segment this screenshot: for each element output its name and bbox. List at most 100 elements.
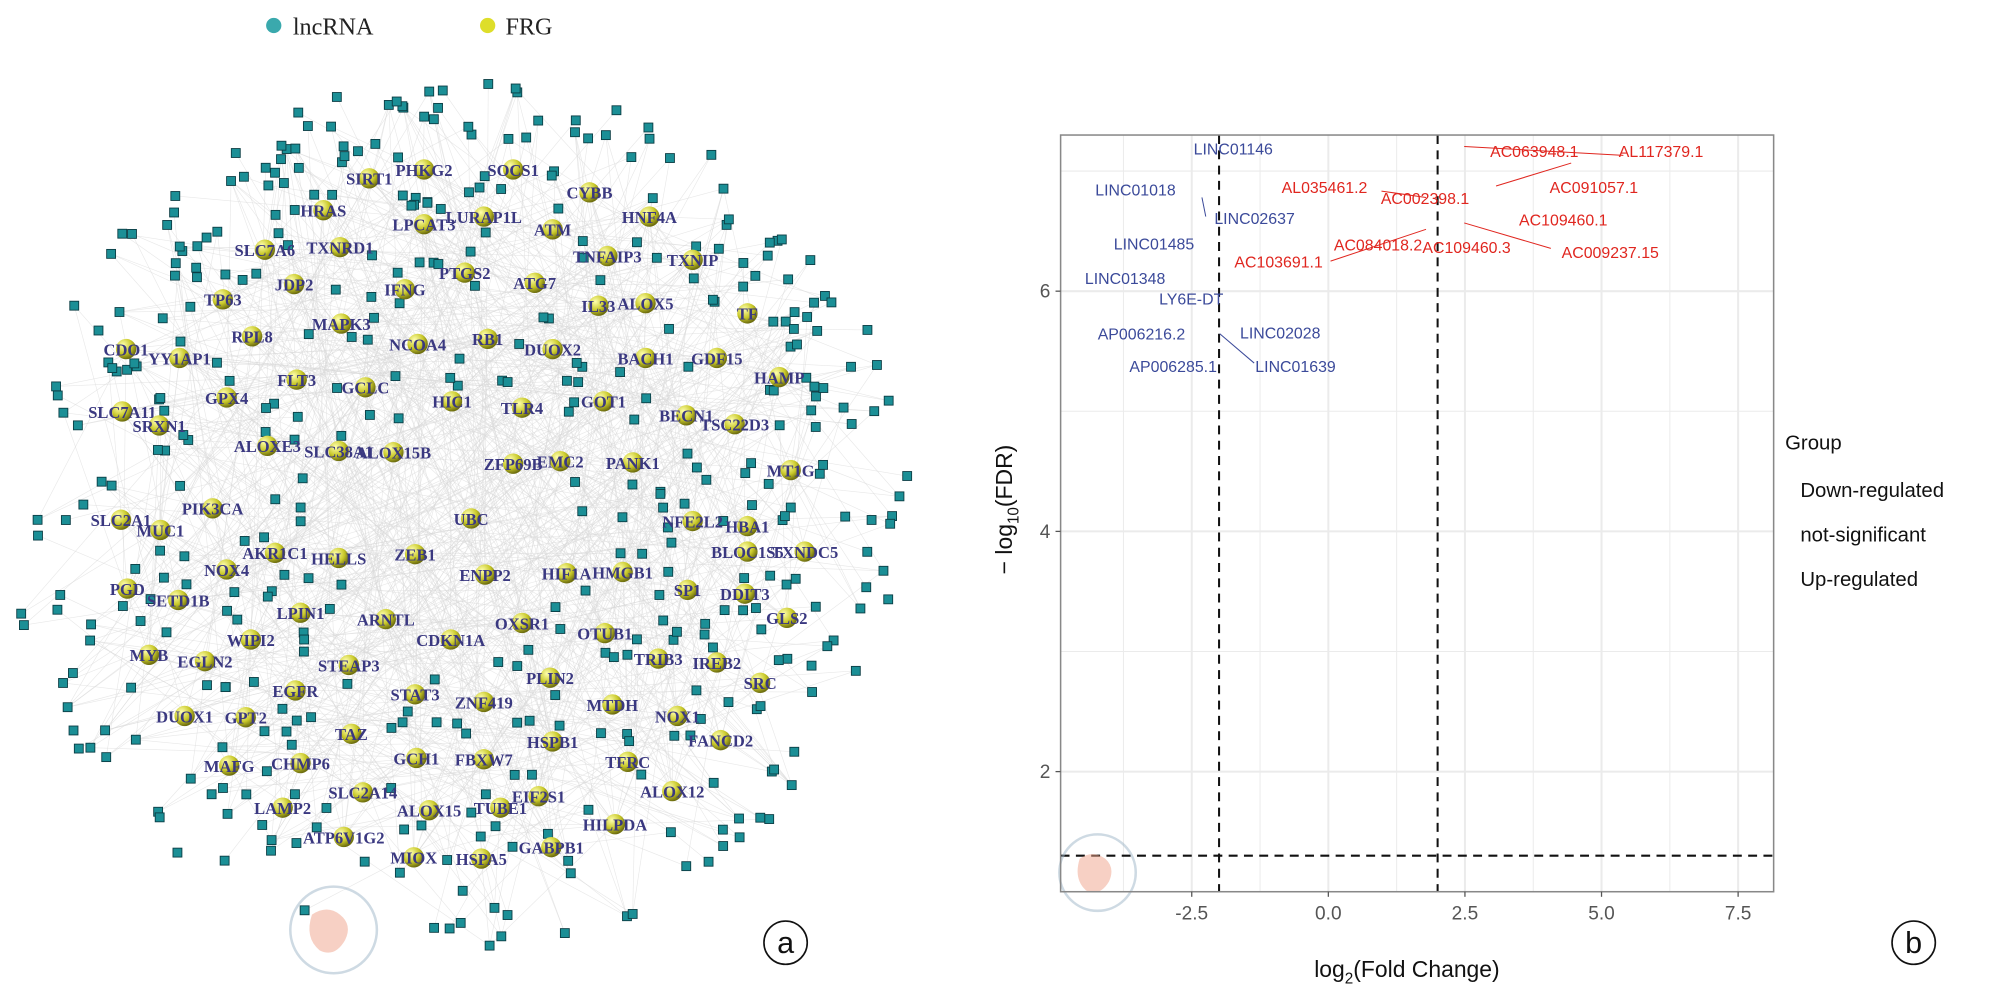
lncrna-node[interactable] (806, 660, 817, 671)
lncrna-node[interactable] (386, 723, 397, 733)
lncrna-node[interactable] (658, 615, 669, 626)
lncrna-node[interactable] (636, 769, 647, 780)
lncrna-node[interactable] (339, 151, 350, 162)
lncrna-node[interactable] (682, 448, 693, 459)
lncrna-node[interactable] (708, 294, 718, 305)
lncrna-node[interactable] (157, 313, 168, 324)
lncrna-node[interactable] (723, 214, 734, 225)
frg-node[interactable]: IL33 (581, 295, 615, 317)
lncrna-node[interactable] (289, 205, 300, 215)
lncrna-node[interactable] (866, 515, 877, 525)
lncrna-node[interactable] (563, 855, 574, 866)
lncrna-node[interactable] (222, 808, 233, 819)
lncrna-node[interactable] (658, 502, 668, 513)
lncrna-node[interactable] (416, 820, 427, 831)
lncrna-node[interactable] (810, 601, 821, 612)
lncrna-node[interactable] (464, 187, 474, 198)
lncrna-node[interactable] (583, 804, 594, 815)
frg-node[interactable]: JDP2 (275, 273, 314, 295)
lncrna-node[interactable] (19, 620, 29, 631)
lncrna-node[interactable] (85, 742, 96, 753)
lncrna-node[interactable] (442, 855, 453, 865)
lncrna-node[interactable] (695, 714, 706, 724)
lncrna-node[interactable] (68, 668, 78, 678)
lncrna-node[interactable] (321, 803, 332, 813)
lncrna-node[interactable] (179, 551, 190, 562)
lncrna-node[interactable] (768, 316, 779, 327)
lncrna-node[interactable] (206, 789, 217, 800)
frg-node[interactable]: ATP6V1G2 (303, 826, 385, 848)
lncrna-node[interactable] (117, 228, 128, 239)
frg-node[interactable]: ARNTL (357, 608, 415, 630)
lncrna-node[interactable] (569, 397, 580, 408)
lncrna-node[interactable] (237, 275, 248, 285)
lncrna-node[interactable] (130, 564, 141, 574)
frg-node[interactable]: MUC1 (137, 519, 185, 541)
lncrna-node[interactable] (691, 241, 702, 252)
lncrna-node[interactable] (162, 220, 173, 230)
frg-node[interactable]: PANK1 (606, 452, 660, 473)
lncrna-node[interactable] (756, 624, 767, 635)
lncrna-node[interactable] (595, 275, 606, 286)
lncrna-node[interactable] (703, 856, 714, 867)
lncrna-node[interactable] (573, 377, 584, 388)
frg-node[interactable]: OXSR1 (495, 612, 549, 634)
frg-node[interactable]: LAMP2 (254, 797, 311, 818)
frg-node[interactable]: TUBE1 (474, 797, 527, 818)
lncrna-node[interactable] (346, 332, 357, 342)
lncrna-node[interactable] (773, 655, 784, 666)
lncrna-node[interactable] (309, 189, 320, 200)
lncrna-node[interactable] (780, 316, 791, 327)
lncrna-node[interactable] (257, 820, 268, 830)
lncrna-node[interactable] (734, 832, 745, 843)
lncrna-node[interactable] (324, 604, 335, 614)
lncrna-node[interactable] (291, 715, 302, 726)
lncrna-node[interactable] (493, 657, 504, 667)
frg-node[interactable]: CDO1 (104, 338, 149, 360)
frg-node[interactable]: ALOX15B (356, 442, 431, 463)
lncrna-node[interactable] (175, 336, 186, 347)
lncrna-node[interactable] (437, 85, 448, 96)
frg-node[interactable]: EGLN2 (177, 650, 233, 672)
lncrna-node[interactable] (521, 132, 532, 143)
frg-node[interactable]: MTDH (587, 694, 639, 715)
lncrna-node[interactable] (807, 687, 817, 697)
lncrna-node[interactable] (222, 605, 232, 616)
lncrna-node[interactable] (154, 812, 165, 823)
lncrna-node[interactable] (647, 193, 658, 204)
lncrna-node[interactable] (336, 579, 347, 590)
lncrna-node[interactable] (269, 398, 279, 409)
frg-node[interactable]: SLC38A1 (304, 440, 373, 462)
frg-node[interactable]: GPX4 (205, 387, 248, 408)
lncrna-node[interactable] (600, 647, 611, 658)
lncrna-node[interactable] (617, 512, 628, 523)
lncrna-node[interactable] (700, 618, 711, 629)
lncrna-node[interactable] (738, 605, 749, 616)
lncrna-node[interactable] (490, 821, 501, 832)
lncrna-node[interactable] (785, 502, 796, 513)
lncrna-node[interactable] (624, 736, 635, 747)
lncrna-node[interactable] (562, 375, 572, 386)
lncrna-node[interactable] (776, 234, 787, 245)
lncrna-node[interactable] (106, 248, 117, 259)
lncrna-node[interactable] (391, 96, 402, 107)
lncrna-node[interactable] (862, 546, 873, 557)
lncrna-node[interactable] (738, 258, 749, 268)
frg-node[interactable]: TAZ (335, 723, 368, 745)
lncrna-node[interactable] (32, 514, 43, 525)
frg-node[interactable]: ATG7 (513, 272, 556, 294)
frg-node[interactable]: DDIT3 (720, 583, 770, 604)
lncrna-node[interactable] (608, 652, 619, 663)
frg-node[interactable]: MIOX (390, 847, 437, 868)
lncrna-node[interactable] (270, 494, 281, 505)
frg-node[interactable]: FBXW7 (455, 749, 513, 770)
lncrna-node[interactable] (366, 292, 377, 302)
lncrna-node[interactable] (249, 677, 259, 687)
lncrna-node[interactable] (679, 498, 690, 509)
lncrna-node[interactable] (475, 831, 486, 842)
lncrna-node[interactable] (502, 910, 513, 920)
frg-node[interactable]: PGD (110, 578, 145, 599)
lncrna-node[interactable] (367, 250, 377, 261)
frg-node[interactable]: SIRT1 (346, 168, 392, 189)
lncrna-node[interactable] (326, 121, 336, 132)
